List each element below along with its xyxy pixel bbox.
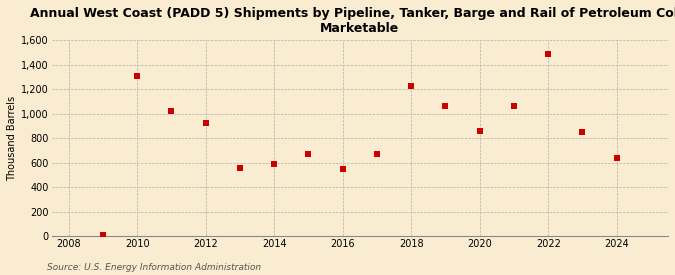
Point [303, 152, 314, 156]
Point [577, 130, 588, 134]
Y-axis label: Thousand Barrels: Thousand Barrels [7, 96, 17, 181]
Point [98, 233, 109, 238]
Point [543, 51, 554, 56]
Point [440, 104, 451, 109]
Point [166, 109, 177, 113]
Point [200, 121, 211, 126]
Point [235, 165, 246, 170]
Point [508, 104, 519, 109]
Point [269, 162, 279, 166]
Point [132, 73, 142, 78]
Point [371, 152, 382, 156]
Point [406, 83, 416, 88]
Point [475, 129, 485, 133]
Point [338, 167, 348, 171]
Point [612, 156, 622, 160]
Text: Source: U.S. Energy Information Administration: Source: U.S. Energy Information Administ… [47, 263, 261, 272]
Title: Annual West Coast (PADD 5) Shipments by Pipeline, Tanker, Barge and Rail of Petr: Annual West Coast (PADD 5) Shipments by … [30, 7, 675, 35]
